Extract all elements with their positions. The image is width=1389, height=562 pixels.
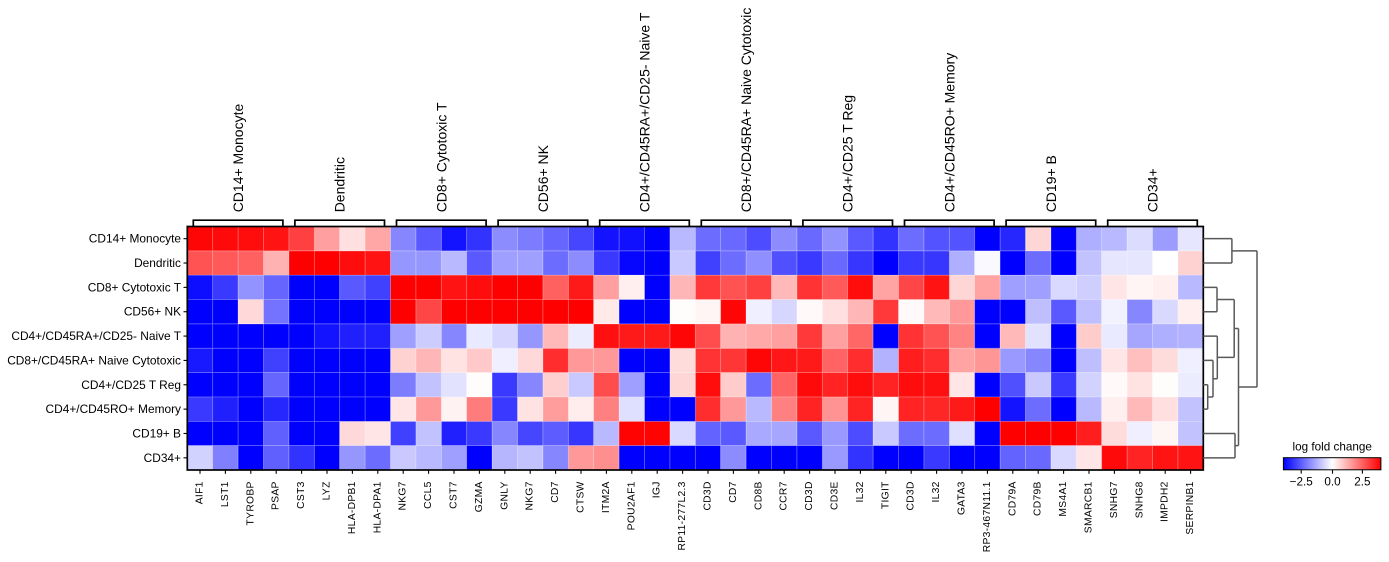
svg-text:CD4+/CD45RO+ Memory: CD4+/CD45RO+ Memory (46, 402, 182, 416)
svg-text:CD4+/CD45RO+ Memory: CD4+/CD45RO+ Memory (941, 53, 957, 213)
svg-text:SNHG7: SNHG7 (1109, 481, 1120, 518)
svg-text:CD3D: CD3D (804, 481, 815, 510)
svg-text:CD14+ Monocyte: CD14+ Monocyte (230, 104, 246, 213)
svg-text:CCR7: CCR7 (779, 481, 790, 510)
svg-text:GZMA: GZMA (474, 481, 485, 512)
svg-text:CD56+ NK: CD56+ NK (535, 144, 551, 212)
svg-text:log fold change: log fold change (1293, 440, 1372, 453)
svg-text:NKG7: NKG7 (525, 481, 536, 510)
svg-text:POU2AF1: POU2AF1 (626, 481, 637, 530)
svg-text:HLA-DPA1: HLA-DPA1 (372, 481, 383, 533)
svg-text:Dendritic: Dendritic (134, 256, 181, 270)
svg-text:LYZ: LYZ (322, 481, 333, 500)
svg-text:CTSW: CTSW (576, 481, 587, 513)
svg-text:CD8+ Cytotoxic T: CD8+ Cytotoxic T (88, 280, 181, 294)
svg-text:PSAP: PSAP (271, 481, 282, 510)
svg-text:CD4+/CD45RA+/CD25- Naive T: CD4+/CD45RA+/CD25- Naive T (11, 329, 181, 343)
svg-text:MS4A1: MS4A1 (1058, 481, 1069, 516)
svg-text:CD34+: CD34+ (1145, 168, 1161, 212)
svg-text:HLA-DPB1: HLA-DPB1 (347, 481, 358, 534)
svg-text:CD19+ B: CD19+ B (132, 426, 181, 440)
svg-text:SMARCB1: SMARCB1 (1084, 481, 1095, 533)
svg-text:RP3-467N11.1: RP3-467N11.1 (982, 481, 993, 552)
svg-text:CD8+/CD45RA+ Naive Cytotoxic: CD8+/CD45RA+ Naive Cytotoxic (7, 353, 181, 367)
svg-text:Dendritic: Dendritic (332, 157, 348, 212)
svg-text:SERPINB1: SERPINB1 (1185, 481, 1196, 534)
svg-text:CD34+: CD34+ (144, 451, 181, 465)
svg-text:GNLY: GNLY (499, 481, 510, 509)
svg-text:−2.5: −2.5 (1290, 476, 1314, 489)
svg-text:IL32: IL32 (931, 481, 942, 502)
svg-text:2.5: 2.5 (1354, 476, 1371, 489)
svg-text:AIF1: AIF1 (195, 481, 206, 504)
svg-text:IMPDH2: IMPDH2 (1160, 481, 1171, 522)
svg-text:CD8+ Cytotoxic T: CD8+ Cytotoxic T (433, 102, 449, 212)
svg-text:0.0: 0.0 (1324, 476, 1341, 489)
svg-text:CD19+ B: CD19+ B (1043, 155, 1059, 212)
svg-text:TIGIT: TIGIT (880, 481, 891, 509)
svg-text:CD56+ NK: CD56+ NK (124, 305, 181, 319)
svg-text:CCL5: CCL5 (423, 481, 434, 509)
svg-text:CD79B: CD79B (1033, 481, 1044, 516)
svg-text:ITM2A: ITM2A (601, 481, 612, 513)
svg-text:CD8B: CD8B (753, 481, 764, 510)
svg-text:GATA3: GATA3 (957, 481, 968, 515)
svg-text:CD79A: CD79A (1007, 481, 1018, 516)
svg-text:NKG7: NKG7 (398, 481, 409, 510)
svg-text:LST1: LST1 (220, 481, 231, 507)
svg-text:CST7: CST7 (449, 481, 460, 509)
svg-text:CD3D: CD3D (703, 481, 714, 510)
svg-text:CD4+/CD45RA+/CD25- Naive T: CD4+/CD45RA+/CD25- Naive T (637, 12, 653, 212)
svg-text:CD4+/CD25 T Reg: CD4+/CD25 T Reg (840, 95, 856, 212)
svg-text:CD4+/CD25 T Reg: CD4+/CD25 T Reg (81, 378, 181, 392)
svg-text:CD3E: CD3E (830, 481, 841, 510)
svg-text:RP11-277L2.3: RP11-277L2.3 (677, 481, 688, 550)
svg-text:IGJ: IGJ (652, 481, 663, 498)
svg-text:CD14+ Monocyte: CD14+ Monocyte (89, 232, 182, 246)
svg-text:CD7: CD7 (550, 481, 561, 503)
svg-text:CD7: CD7 (728, 481, 739, 503)
svg-text:CD3D: CD3D (906, 481, 917, 510)
svg-text:IL32: IL32 (855, 481, 866, 502)
svg-text:SNHG8: SNHG8 (1134, 481, 1145, 518)
svg-text:CST3: CST3 (296, 481, 307, 509)
svg-text:TYROBP: TYROBP (245, 481, 256, 525)
svg-text:CD8+/CD45RA+ Naive Cytotoxic: CD8+/CD45RA+ Naive Cytotoxic (738, 8, 754, 213)
